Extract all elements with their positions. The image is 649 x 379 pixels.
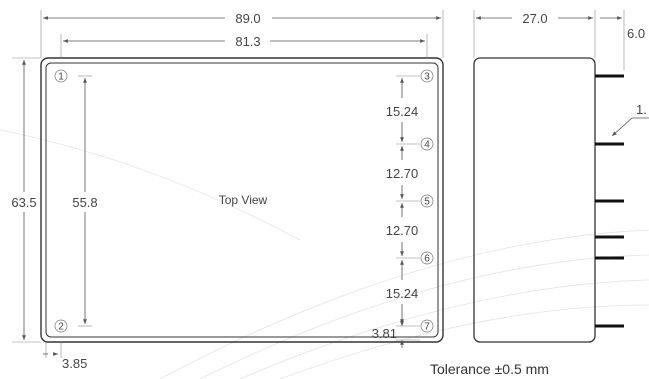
dim-pin-edge-offset: 3.85 (43, 342, 87, 371)
dim-overall-width: 89.0 (40, 10, 444, 58)
pin-7: 7 (420, 319, 434, 333)
side-view (473, 57, 624, 343)
dim-pin-span-width-label: 81.3 (235, 34, 260, 49)
dim-pin-length-label: 6.0 (627, 26, 645, 41)
pin-2-label: 2 (58, 322, 64, 333)
pin-1: 1 (54, 69, 68, 83)
dim-pin-edge-offset-label: 3.85 (62, 356, 87, 371)
side-view-pins (595, 74, 624, 328)
dim-pin-span-height-label: 55.8 (72, 195, 97, 210)
module-outline-outer (40, 57, 444, 343)
dim-pin7-offset-label: 3.81 (372, 326, 397, 341)
dim-pitch-5-6-label: 12.70 (386, 223, 419, 238)
dim-pin-span-height: 55.8 (72, 75, 98, 327)
dim-side-depth: 27.0 (473, 10, 596, 58)
dim-overall-height-label: 63.5 (11, 195, 36, 210)
side-view-body (473, 57, 596, 343)
pin-4-label: 4 (424, 140, 430, 151)
pin-3: 3 (420, 69, 434, 83)
module-outline-inner (45, 62, 439, 338)
dim-overall-height: 63.5 (11, 57, 41, 343)
top-view (40, 57, 444, 343)
dim-side-depth-label: 27.0 (522, 11, 547, 26)
pin-markers: 1 2 3 4 5 6 7 (54, 69, 434, 333)
pin-6: 6 (420, 251, 434, 265)
pin-7-label: 7 (424, 322, 430, 333)
dim-pin-diameter-label: 1. (636, 102, 647, 117)
tolerance-note: Tolerance ±0.5 mm (430, 361, 549, 377)
pin-2: 2 (54, 319, 68, 333)
pin-6-label: 6 (424, 254, 430, 265)
dim-pin-span-width: 81.3 (60, 34, 428, 58)
dim-pin-diameter: 1. (611, 102, 649, 137)
background-arcs (0, 129, 649, 379)
pin-1-label: 1 (58, 72, 64, 83)
view-label: Top View (219, 193, 268, 207)
dim-pin-length: 6.0 (600, 10, 645, 70)
pin-5-label: 5 (424, 197, 430, 208)
dim-pitch-3-4-label: 15.24 (386, 104, 419, 119)
pin-3-label: 3 (424, 72, 430, 83)
dim-pin-pitch-chain: 15.24 12.70 12.70 15.24 3.81 (372, 75, 420, 348)
dim-pitch-4-5-label: 12.70 (386, 166, 419, 181)
dim-pitch-6-7-label: 15.24 (386, 286, 419, 301)
dim-overall-width-label: 89.0 (235, 11, 260, 26)
pin-4: 4 (420, 137, 434, 151)
pin-5: 5 (420, 194, 434, 208)
